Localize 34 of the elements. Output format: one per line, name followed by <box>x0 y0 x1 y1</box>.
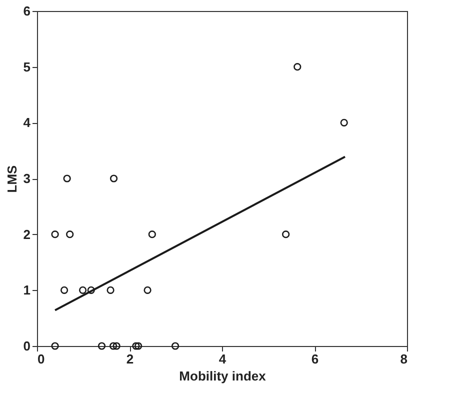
x-tick-label: 0 <box>38 352 45 366</box>
point <box>134 342 142 350</box>
point <box>282 230 290 238</box>
y-tick-label: 6 <box>23 4 30 18</box>
point <box>340 118 348 126</box>
point <box>60 286 68 294</box>
x-axis-title: Mobility index <box>179 368 267 384</box>
point <box>87 286 95 294</box>
point <box>294 63 302 71</box>
point <box>148 230 156 238</box>
point <box>144 286 152 294</box>
x-tick-label: 4 <box>218 352 227 366</box>
x-tick-label: 6 <box>311 352 319 366</box>
point <box>106 286 114 294</box>
x-tick-label: 8 <box>400 352 408 366</box>
point <box>63 174 71 182</box>
point <box>51 230 59 238</box>
y-tick-label: 5 <box>23 59 30 74</box>
x-tick-label: 2 <box>126 352 134 366</box>
y-tick-label: 1 <box>23 282 30 298</box>
point <box>66 230 74 238</box>
y-tick-label: 2 <box>23 226 30 242</box>
y-tick-label: 0 <box>23 338 30 354</box>
point <box>171 342 180 350</box>
point <box>78 286 87 294</box>
point <box>132 342 140 350</box>
y-tick-label: 3 <box>23 171 30 186</box>
y-tick-label: 4 <box>23 115 32 130</box>
point <box>110 342 118 350</box>
point <box>112 342 120 350</box>
y-axis-title: LMS <box>4 164 20 193</box>
point <box>98 342 106 350</box>
point <box>110 174 118 182</box>
point <box>51 342 59 350</box>
